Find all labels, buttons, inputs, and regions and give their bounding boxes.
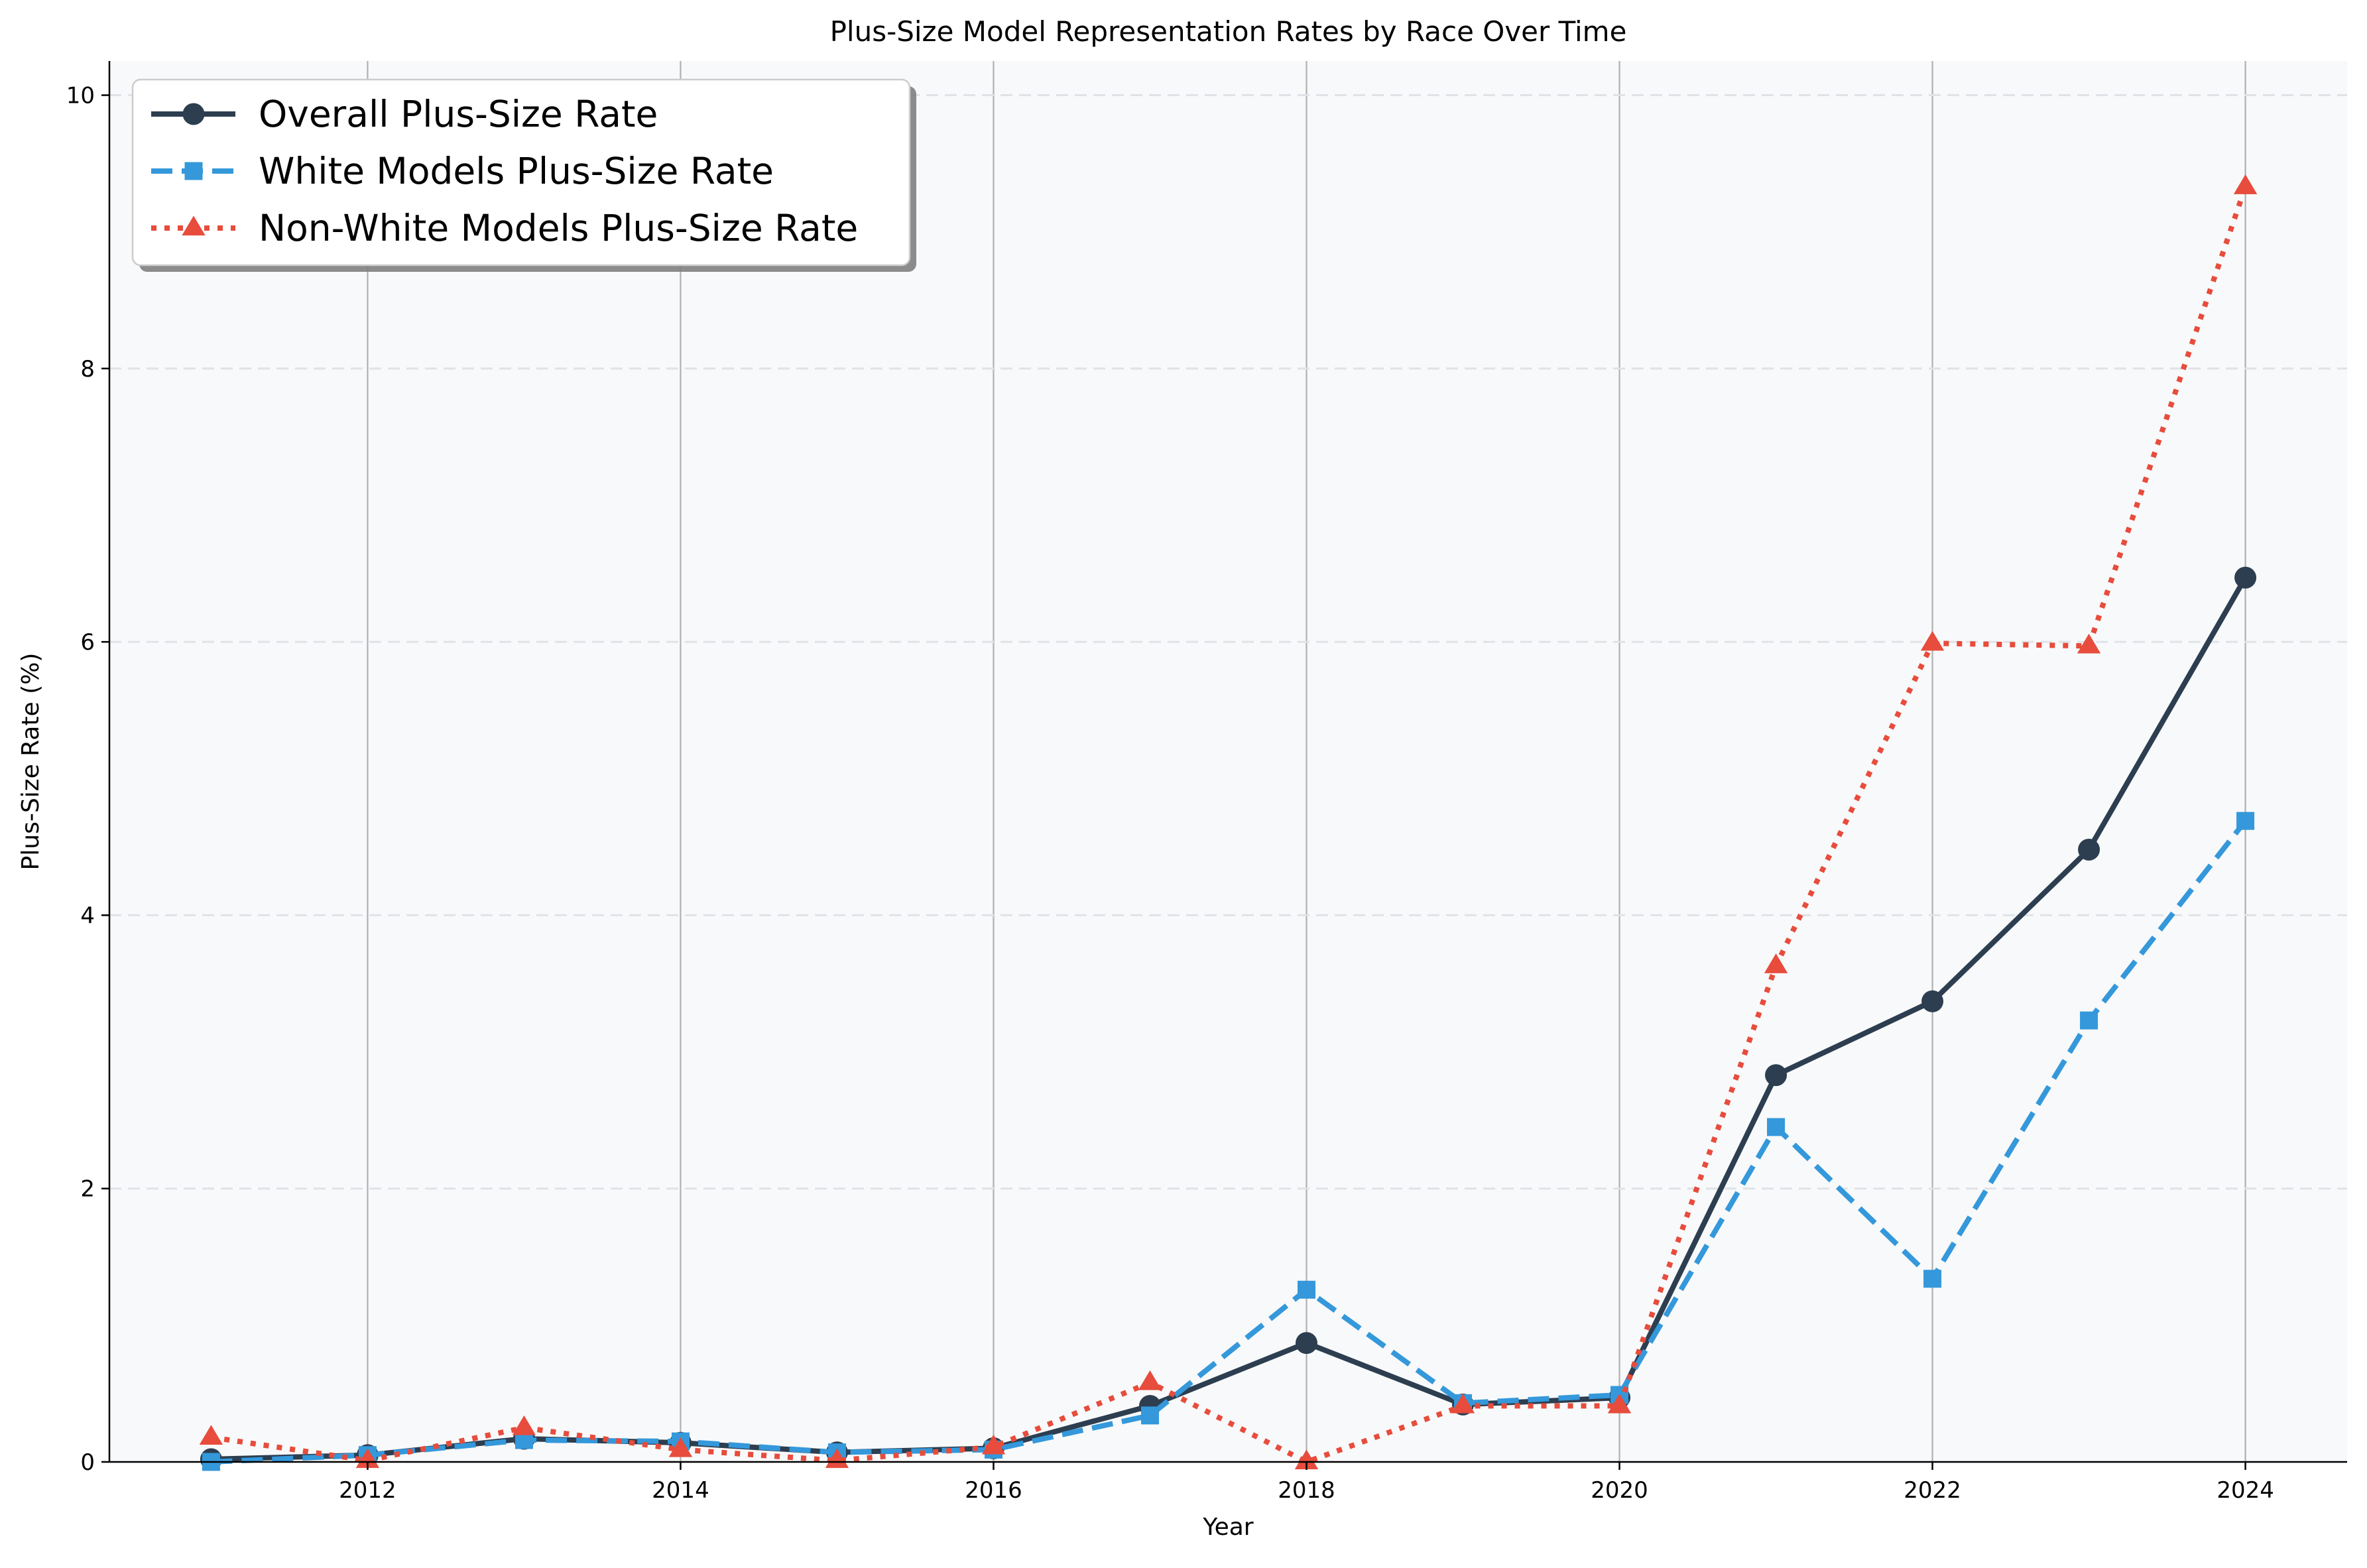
x-tick-label-2012: 2012: [339, 1477, 396, 1504]
series-2-point-2017: [1138, 1370, 1162, 1390]
series-1-point-2023: [2080, 1011, 2098, 1030]
x-tick-label-2016: 2016: [965, 1477, 1022, 1504]
series-0-point-2024: [2234, 566, 2257, 589]
y-tick-label-8: 8: [80, 356, 95, 383]
series-layer: [199, 174, 2258, 1471]
series-2-point-2022: [1920, 631, 1945, 651]
series-2-point-2023: [2077, 633, 2101, 654]
y-tick-label-0: 0: [80, 1449, 95, 1476]
legend-label-2: Non-White Models Plus-Size Rate: [259, 207, 858, 249]
series-line-1: [211, 819, 2248, 1465]
series-2-point-2024: [2233, 174, 2258, 194]
x-tick-label-2018: 2018: [1278, 1477, 1335, 1504]
series-2-point-2014: [668, 1437, 693, 1457]
series-2-point-2013: [512, 1415, 536, 1435]
series-2-point-2011: [199, 1425, 223, 1445]
chart-title: Plus-Size Model Representation Rates by …: [830, 15, 1627, 48]
y-tick-label-2: 2: [80, 1176, 95, 1203]
y-tick-label-10: 10: [66, 83, 95, 109]
plot-background: [109, 61, 2347, 1462]
legend-marker-1: [184, 162, 203, 180]
legend: Overall Plus-Size Rate White Models Plus-…: [131, 78, 916, 272]
series-0-point-2018: [1296, 1332, 1318, 1355]
x-tick-label-2022: 2022: [1904, 1477, 1961, 1504]
legend-marker-0: [182, 103, 205, 125]
x-tick-label-2020: 2020: [1591, 1477, 1648, 1504]
legend-box: [131, 78, 911, 267]
series-2-point-2015: [825, 1448, 849, 1469]
series-2: [199, 174, 2258, 1470]
axes-layer: 2012 2014 2016 2018 2020 2022 2024 0 2 4 6 8 10: [66, 61, 2347, 1504]
x-axis-label: Year: [1202, 1514, 1253, 1541]
legend-label-1: White Models Plus-Size Rate: [259, 150, 774, 192]
series-0-point-2021: [1765, 1064, 1788, 1087]
y-tick-label-4: 4: [80, 902, 95, 929]
series-2-point-2016: [981, 1434, 1006, 1455]
series-2-point-2020: [1607, 1393, 1632, 1414]
series-2-point-2019: [1451, 1393, 1475, 1414]
x-tick-label-2014: 2014: [652, 1477, 709, 1504]
y-axis-label: Plus-Size Rate (%): [17, 653, 44, 871]
series-2-point-2018: [1294, 1449, 1319, 1470]
series-1-point-2018: [1298, 1280, 1316, 1299]
series-0-point-2023: [2078, 838, 2100, 861]
series-0-point-2022: [1921, 990, 1944, 1012]
series-1-point-2024: [2236, 812, 2255, 830]
series-2-point-2012: [355, 1448, 380, 1469]
legend-label-0: Overall Plus-Size Rate: [259, 93, 658, 135]
series-2-point-2021: [1764, 953, 1788, 973]
legend-marker-2: [182, 215, 206, 236]
x-tick-label-2024: 2024: [2216, 1477, 2274, 1504]
series-1-point-2022: [1923, 1270, 1942, 1288]
series-1-point-2017: [1140, 1406, 1159, 1425]
series-1-point-2021: [1767, 1118, 1786, 1136]
y-tick-label-6: 6: [80, 629, 95, 656]
